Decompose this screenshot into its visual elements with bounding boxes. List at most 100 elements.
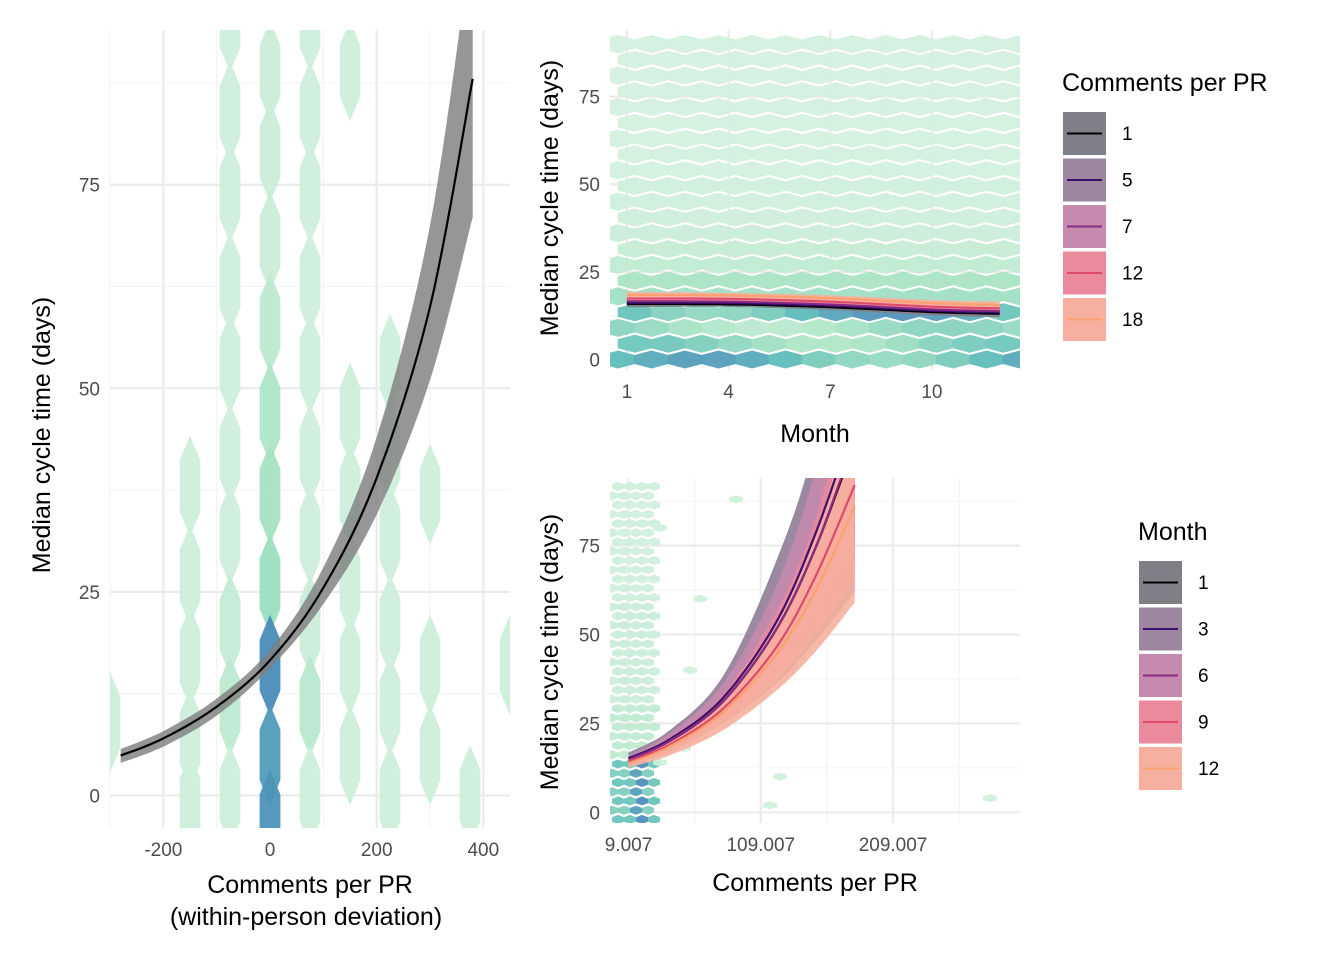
hexbin xyxy=(630,565,642,575)
hexbin xyxy=(1002,287,1020,306)
hexbin xyxy=(636,500,648,510)
hexbin xyxy=(986,50,1020,69)
hexbin xyxy=(1002,224,1020,243)
hexbin xyxy=(969,350,1004,369)
hexbin xyxy=(624,593,636,602)
hexbin xyxy=(617,208,652,227)
legend-label-1: 1 xyxy=(1198,573,1209,594)
series-line-18 xyxy=(626,294,1000,306)
hexbin xyxy=(785,240,820,259)
hexbin xyxy=(636,574,648,584)
hexbin xyxy=(935,35,971,53)
hexbin xyxy=(630,583,642,593)
hexbin xyxy=(642,546,654,556)
hexbin xyxy=(718,208,753,227)
hexbin xyxy=(630,694,642,704)
hexbin xyxy=(259,362,281,464)
hexbin xyxy=(768,224,803,243)
hexbin xyxy=(718,177,753,195)
hexbin xyxy=(684,177,719,195)
hexbin xyxy=(902,350,937,369)
hexbin xyxy=(630,639,642,649)
hexbin xyxy=(751,240,786,259)
hexbin xyxy=(801,98,837,117)
hexbin xyxy=(868,350,904,369)
hexbin xyxy=(636,796,648,806)
hexbin xyxy=(751,177,786,195)
hexbin xyxy=(459,745,481,828)
hexbin xyxy=(785,145,820,164)
hexbin xyxy=(902,161,937,180)
hexbin xyxy=(768,129,803,148)
hexbin xyxy=(768,161,803,180)
legend-label-3: 3 xyxy=(1198,620,1209,641)
hexbin xyxy=(612,519,624,528)
hexbin xyxy=(684,271,719,290)
hexbin xyxy=(612,556,624,565)
hexbin xyxy=(935,224,971,243)
hexbin xyxy=(1002,98,1020,117)
hexbin xyxy=(179,606,201,708)
hexbin xyxy=(734,350,770,369)
hexbin xyxy=(610,713,618,723)
hexbin xyxy=(718,50,753,69)
hexbin xyxy=(969,255,1004,274)
hexbin xyxy=(701,35,736,53)
hexbin xyxy=(648,685,660,695)
hexbin xyxy=(612,759,624,769)
hexbin xyxy=(801,129,837,148)
hexbin xyxy=(630,676,642,686)
hexbin xyxy=(610,255,636,274)
hexbin xyxy=(818,334,853,353)
hexbin xyxy=(630,731,642,741)
hexbin xyxy=(718,113,753,132)
hexbin xyxy=(701,98,736,117)
hexbin xyxy=(299,61,321,162)
hexbin xyxy=(801,192,837,211)
hexbin xyxy=(630,768,642,778)
hexbin xyxy=(624,611,636,621)
bottom-right-panel: 9.007 109.007 209.007 0 25 50 75 Comments per… xyxy=(536,478,1219,897)
legend-label-12: 12 xyxy=(1198,759,1219,780)
hexbin xyxy=(868,192,904,211)
ribbon xyxy=(120,30,473,763)
hexbin xyxy=(1002,35,1020,53)
left-x-tick-label: 0 xyxy=(265,840,276,861)
hexbin xyxy=(667,318,703,337)
left-y-tick-label: 0 xyxy=(89,786,100,807)
hexbin xyxy=(610,805,618,815)
hexbin xyxy=(648,556,660,565)
hexbin xyxy=(818,50,853,69)
hexbin xyxy=(868,129,904,148)
hexbin xyxy=(630,787,642,797)
hexbin xyxy=(902,224,937,243)
hexbin xyxy=(701,161,736,180)
hexbin xyxy=(902,35,937,53)
hexbin xyxy=(718,82,753,101)
hexbin xyxy=(667,350,703,369)
hexbin xyxy=(643,630,657,639)
hexbin xyxy=(684,82,719,101)
hexbin xyxy=(734,255,770,274)
hexbin xyxy=(684,145,719,164)
hexbin xyxy=(618,787,630,797)
hexbin xyxy=(624,648,636,658)
hexbin xyxy=(885,334,920,353)
hexbin xyxy=(952,240,987,259)
hexbin xyxy=(648,500,660,510)
hexbin xyxy=(618,546,630,556)
tr-x-axis-title: Month xyxy=(780,420,849,448)
hexbin xyxy=(683,666,697,675)
hexbin xyxy=(1002,192,1020,211)
hexbin xyxy=(651,334,686,353)
hexbin xyxy=(885,271,920,290)
hexbin xyxy=(868,161,904,180)
hexbin xyxy=(684,303,719,322)
hexbin xyxy=(624,778,636,787)
hexbin xyxy=(642,694,654,704)
hexbin xyxy=(339,614,361,716)
hexbin xyxy=(1002,129,1020,148)
ribbon-12 xyxy=(628,478,855,768)
hexbin xyxy=(684,113,719,132)
hexbin xyxy=(986,334,1020,353)
